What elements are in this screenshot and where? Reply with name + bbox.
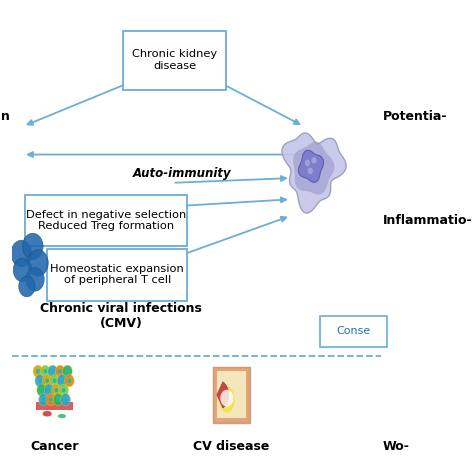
Circle shape [311,157,317,164]
Circle shape [53,378,56,383]
Circle shape [55,388,58,392]
Bar [36,402,73,410]
Circle shape [305,160,310,166]
Text: Inflammatio-: Inflammatio- [383,214,473,227]
Circle shape [27,250,48,276]
Circle shape [37,384,46,396]
Circle shape [49,397,53,402]
Wedge shape [217,382,229,408]
Polygon shape [282,133,346,213]
Circle shape [35,374,45,387]
FancyBboxPatch shape [320,316,387,347]
Text: n: n [1,110,10,123]
Circle shape [58,369,62,374]
Text: Defect in negative selection
Reduced Treg formation: Defect in negative selection Reduced Tre… [26,210,186,231]
Circle shape [42,397,46,402]
Circle shape [46,378,49,383]
Circle shape [54,393,63,406]
Circle shape [220,390,234,407]
Text: Chronic viral infections
(CMV): Chronic viral infections (CMV) [40,301,202,330]
Text: Conse: Conse [337,327,371,337]
Circle shape [40,365,50,377]
Circle shape [64,374,74,387]
Ellipse shape [43,411,52,417]
Circle shape [40,388,44,392]
Circle shape [50,374,59,387]
Circle shape [60,378,64,383]
Circle shape [38,378,42,383]
Circle shape [11,240,32,267]
Text: Chronic kidney
disease: Chronic kidney disease [132,49,217,71]
Circle shape [44,384,54,396]
Circle shape [13,258,32,282]
FancyBboxPatch shape [25,195,187,246]
Circle shape [44,369,47,374]
Circle shape [42,374,52,387]
Bar [218,372,246,418]
Circle shape [67,378,71,383]
Polygon shape [299,150,324,182]
Circle shape [48,365,57,377]
Text: CV disease: CV disease [193,440,270,453]
FancyBboxPatch shape [47,249,187,301]
Circle shape [63,365,72,377]
Bar [215,369,248,421]
Circle shape [62,388,65,392]
Text: Wo-: Wo- [383,440,410,453]
Circle shape [64,397,67,402]
Circle shape [52,384,61,396]
Text: Potentia-: Potentia- [383,110,447,123]
Ellipse shape [58,414,66,418]
Bar [217,371,246,419]
Circle shape [39,393,48,406]
Circle shape [36,369,40,374]
Text: Cancer: Cancer [30,440,79,453]
Bar [213,366,250,423]
Circle shape [26,268,44,291]
Circle shape [46,393,55,406]
Ellipse shape [219,387,235,412]
Circle shape [55,365,65,377]
Circle shape [22,233,43,260]
Text: Homeostatic expansion
of peripheral T cell: Homeostatic expansion of peripheral T ce… [50,264,184,285]
Circle shape [61,393,71,406]
Circle shape [33,365,43,377]
Polygon shape [293,142,334,194]
Circle shape [308,168,313,174]
Circle shape [57,374,67,387]
Circle shape [65,369,69,374]
Circle shape [19,276,35,297]
FancyBboxPatch shape [123,31,226,90]
Circle shape [51,369,55,374]
Circle shape [59,384,69,396]
Text: Auto-immunity: Auto-immunity [133,167,231,180]
Bar [213,366,250,423]
Circle shape [47,388,51,392]
Circle shape [56,397,60,402]
